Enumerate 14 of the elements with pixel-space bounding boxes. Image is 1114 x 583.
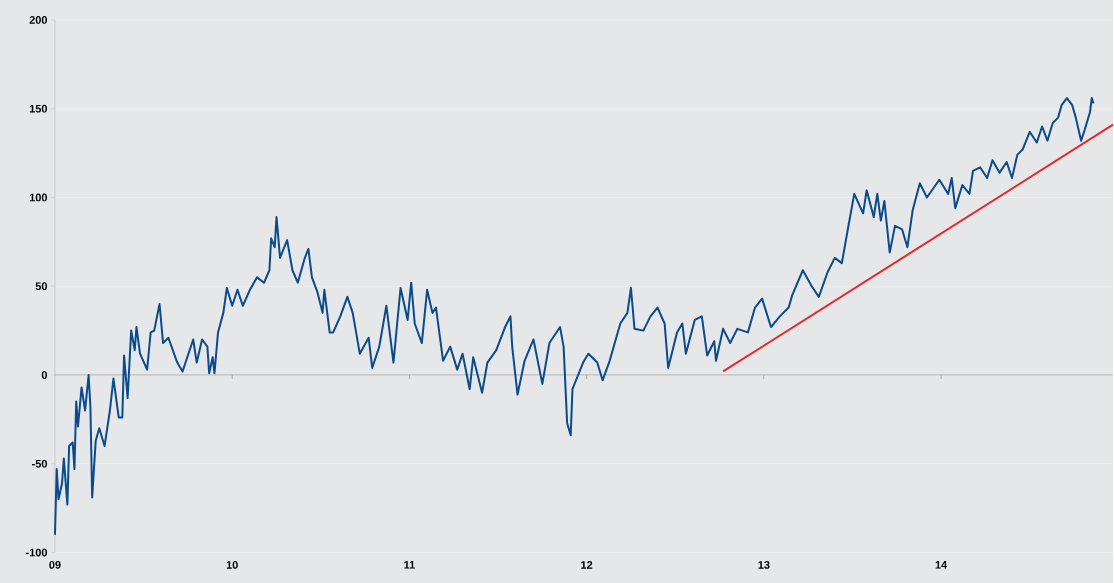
line-series [53,96,1095,536]
x-tick-label: 14 [935,560,948,569]
y-tick-label: -50 [32,459,47,468]
x-tick-label: 12 [581,560,593,569]
y-tick-label: 100 [29,193,47,202]
y-tick-label: 150 [29,104,47,113]
x-tick-label: 09 [49,560,61,569]
y-tick-label: 50 [35,282,47,290]
x-tick-label: 13 [758,560,770,569]
y-tick-label: 200 [29,15,47,24]
y-tick-label: 0 [41,370,47,379]
x-tick-label: 11 [404,560,415,569]
x-tick-label: 10 [226,560,238,569]
y-tick-label: -100 [25,548,47,557]
